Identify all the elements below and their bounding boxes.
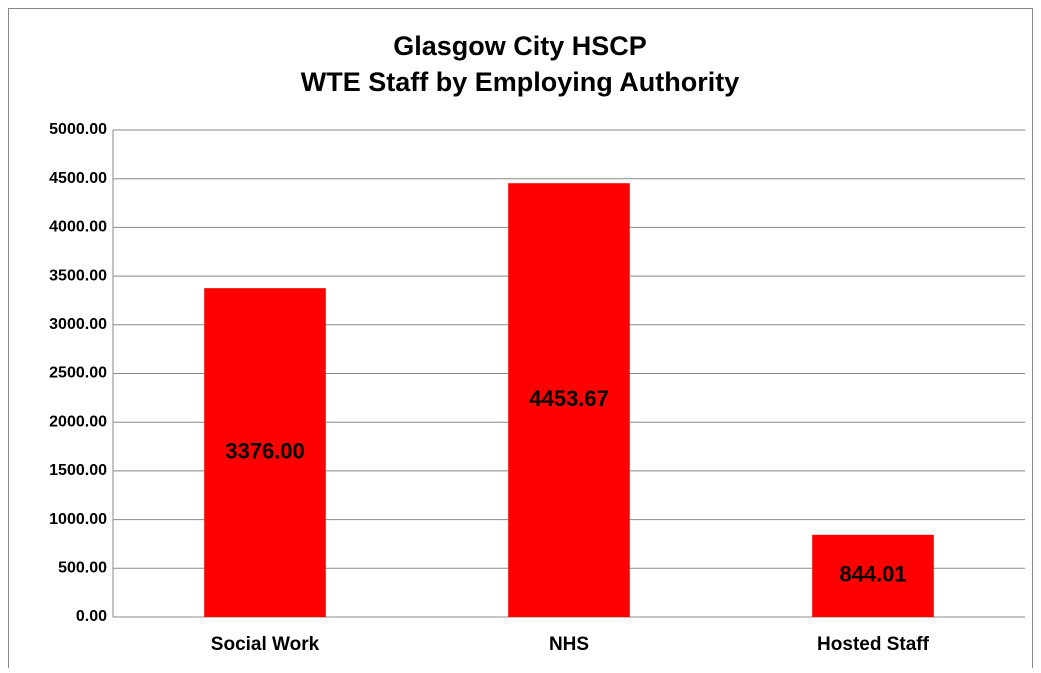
x-tick-label: Social Work bbox=[211, 634, 320, 655]
y-tick-label: 2000.00 bbox=[49, 413, 107, 430]
bar bbox=[204, 288, 326, 617]
y-tick-label: 3500.00 bbox=[49, 267, 107, 284]
y-tick-label: 0.00 bbox=[76, 608, 107, 625]
chart-title: Glasgow City HSCP bbox=[393, 31, 647, 61]
value-label: 4453.67 bbox=[529, 386, 609, 411]
chart-subtitle: WTE Staff by Employing Authority bbox=[301, 67, 740, 97]
x-tick-label: Hosted Staff bbox=[817, 634, 930, 655]
y-tick-label: 2500.00 bbox=[49, 365, 107, 382]
y-tick-label: 4000.00 bbox=[49, 219, 107, 236]
y-tick-label: 1000.00 bbox=[49, 511, 107, 528]
value-label: 3376.00 bbox=[225, 438, 305, 463]
y-tick-label: 4500.00 bbox=[49, 170, 107, 187]
y-tick-label: 5000.00 bbox=[49, 121, 107, 138]
bar bbox=[812, 534, 934, 617]
x-tick-label: NHS bbox=[549, 634, 589, 655]
y-tick-label: 500.00 bbox=[58, 560, 107, 577]
y-tick-label: 1500.00 bbox=[49, 462, 107, 479]
bar bbox=[508, 183, 630, 618]
y-tick-label: 3000.00 bbox=[49, 316, 107, 333]
value-label: 844.01 bbox=[839, 562, 906, 587]
